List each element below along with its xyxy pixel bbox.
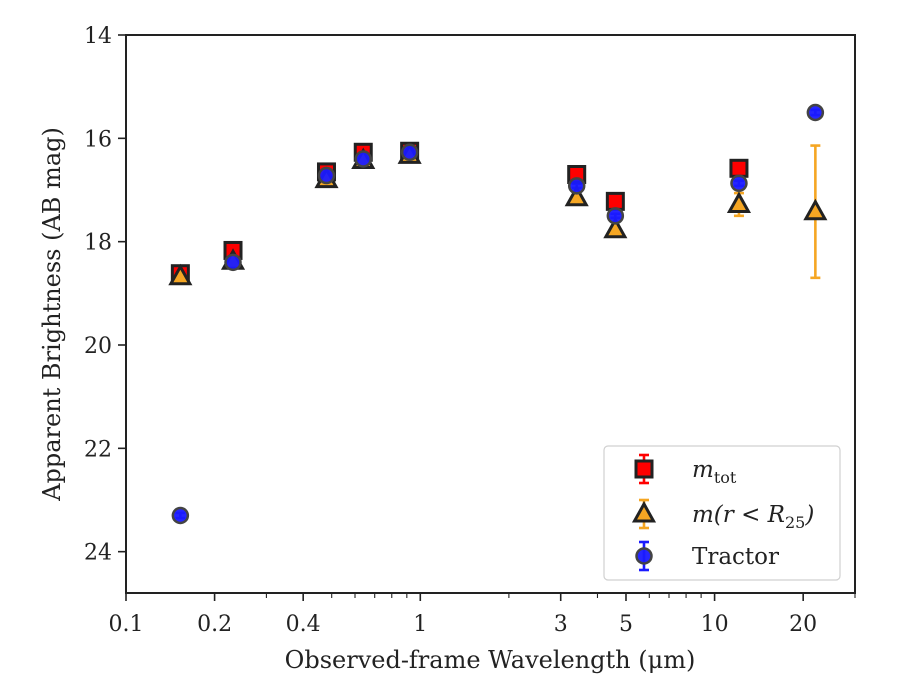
tractor-point — [400, 143, 419, 162]
mr25-point — [726, 191, 752, 213]
legend-mr25-marker — [631, 500, 657, 523]
legend-mtot-label: mtot — [692, 457, 737, 487]
mr25-point — [168, 263, 193, 286]
x-tick-label: 1 — [413, 612, 427, 637]
tractor-point — [730, 174, 748, 193]
x-tick-label: 0.2 — [197, 612, 232, 637]
legend: mtot m(r < R25) Tractor — [603, 445, 841, 581]
mr25-point — [564, 184, 589, 207]
x-tick-label: 3 — [554, 612, 568, 637]
tractor-point — [606, 207, 625, 225]
legend-tractor-marker — [635, 547, 653, 565]
y-tick-label: 14 — [84, 24, 112, 49]
y-axis-label: Apparent Brightness (AB mag) — [38, 127, 66, 502]
data-markers — [168, 103, 828, 525]
mtot-point — [605, 191, 625, 211]
y-tick-label: 16 — [84, 127, 112, 152]
mtot-point — [729, 158, 749, 178]
legend-mr25-label: m(r < R25) — [692, 502, 814, 532]
y-tick-label: 18 — [84, 231, 112, 256]
x-tick-label: 0.1 — [109, 612, 144, 637]
x-tick-label: 5 — [619, 612, 633, 637]
plot-frame — [125, 34, 856, 594]
y-tick-label: 20 — [84, 334, 112, 359]
mr25-point — [803, 198, 828, 221]
axis-ticks: 0.1 0.2 0.4 1 3 5 10 20 14 16 18 20 22 24 — [84, 24, 856, 637]
y-tick-label: 22 — [84, 437, 112, 462]
mr25-point — [603, 216, 628, 239]
tractor-point — [224, 253, 242, 272]
x-tick-label: 20 — [789, 612, 817, 637]
legend-tractor-label: Tractor — [692, 544, 779, 570]
tractor-point — [806, 103, 825, 122]
y-tick-label: 24 — [84, 541, 112, 566]
tractor-point — [171, 506, 190, 525]
tractor-point — [354, 150, 373, 168]
tractor-point — [317, 166, 336, 185]
tractor-point — [567, 177, 586, 195]
legend-frame — [603, 445, 841, 581]
x-axis-label: Observed-frame Wavelength (μm) — [285, 646, 696, 674]
legend-mtot-marker — [634, 459, 654, 479]
x-tick-label: 10 — [701, 612, 729, 637]
x-tick-label: 0.4 — [286, 612, 321, 637]
